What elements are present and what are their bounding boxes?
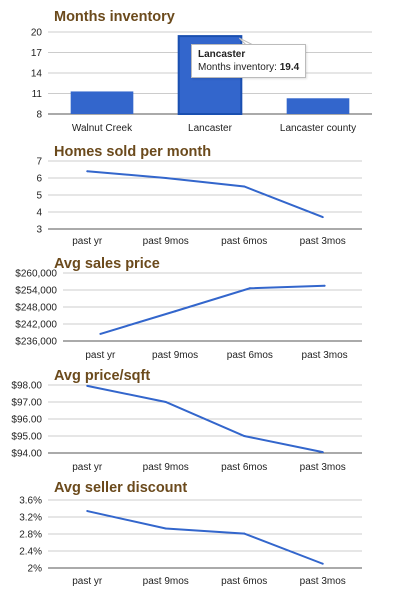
y-tick-label: 4 <box>36 208 42 219</box>
x-tick-label: past 9mos <box>143 576 189 587</box>
x-tick-label: past 9mos <box>143 462 189 473</box>
x-tick-label: Lancaster county <box>280 123 356 134</box>
series-line <box>87 510 324 565</box>
x-tick-label: past 6mos <box>221 576 267 587</box>
x-tick-label: past 6mos <box>221 462 267 473</box>
x-tick-label: Walnut Creek <box>72 123 133 134</box>
x-tick-label: past yr <box>85 350 116 361</box>
y-tick-label: $242,000 <box>15 320 57 331</box>
data-point <box>243 185 246 188</box>
data-point <box>321 216 324 219</box>
y-tick-label: 3 <box>36 225 42 236</box>
y-tick-label: 8 <box>36 110 42 121</box>
data-point <box>321 451 324 454</box>
data-point <box>164 401 167 403</box>
y-tick-label: $94.00 <box>11 449 42 460</box>
x-tick-label: past 3mos <box>300 462 346 473</box>
bar <box>286 98 350 114</box>
x-tick-label: past yr <box>72 236 103 247</box>
y-tick-label: 2% <box>28 564 43 575</box>
chart-title: Homes sold per month <box>54 144 212 160</box>
bar <box>70 91 134 114</box>
x-tick-label: past 3mos <box>300 236 346 247</box>
y-tick-label: $260,000 <box>15 269 57 280</box>
y-tick-label: 6 <box>36 174 42 185</box>
homes-sold-chart: Homes sold per month 3 4 5 6 7 past yr past 9m… <box>0 140 410 252</box>
y-tick-label: $248,000 <box>15 303 57 314</box>
data-point <box>86 384 89 387</box>
data-point <box>243 532 246 535</box>
avg-seller-discount-plot: 2% 2.4% 2.8% 3.2% 3.6% past yr past 9mos past 6… <box>19 496 362 587</box>
y-tick-label: 7 <box>36 157 42 168</box>
tooltip-label: Months inventory <box>198 62 275 73</box>
y-tick-label: 3.6% <box>19 496 42 507</box>
y-tick-label: $254,000 <box>15 286 57 297</box>
series-line <box>100 284 325 335</box>
y-tick-label: 3.2% <box>19 513 42 524</box>
data-point <box>174 310 177 313</box>
tooltip-line: Months inventory: 19.4 <box>198 62 300 73</box>
tooltip-title: Lancaster <box>198 49 246 60</box>
data-point <box>99 332 102 335</box>
x-tick-label: past yr <box>72 576 103 587</box>
chart-title: Avg price/sqft <box>54 368 151 384</box>
avg-sales-price-plot: $236,000 $242,000 $248,000 $254,000 $260,000… <box>15 269 362 361</box>
chart-tooltip: Lancaster Months inventory: 19.4 <box>191 44 307 78</box>
chart-title: Avg seller discount <box>54 480 188 496</box>
y-tick-label: $98.00 <box>11 381 42 392</box>
x-tick-label: past 6mos <box>221 236 267 247</box>
homes-sold-plot: 3 4 5 6 7 past yr past 9mos past 6mos past 3mos <box>36 157 362 247</box>
avg-sales-price-chart: Avg sales price $236,000 $242,000 $248,000… <box>0 252 410 364</box>
data-point <box>86 170 89 173</box>
y-tick-label: 2.8% <box>19 530 42 541</box>
y-tick-label: 20 <box>31 28 43 39</box>
chart-title: Months inventory <box>54 9 175 25</box>
y-tick-label: $97.00 <box>11 398 42 409</box>
y-tick-label: $95.00 <box>11 432 42 443</box>
data-point <box>86 510 89 513</box>
x-tick-label: past 9mos <box>143 236 189 247</box>
y-tick-label: $236,000 <box>15 337 57 348</box>
data-point <box>248 287 251 290</box>
x-tick-label: past 9mos <box>152 350 198 361</box>
series-line <box>87 170 324 219</box>
data-point <box>164 527 167 530</box>
months-inventory-chart: Months inventory 8 11 14 17 20 Walnut Creek La… <box>0 0 410 140</box>
x-tick-label: past 6mos <box>227 350 273 361</box>
x-tick-label: past 3mos <box>302 350 348 361</box>
x-tick-label: past 3mos <box>300 576 346 587</box>
x-tick-label: Lancaster <box>188 123 233 134</box>
avg-seller-discount-chart: Avg seller discount 2% 2.4% 2.8% 3.2% 3.6% pa… <box>0 476 410 598</box>
series-line <box>87 384 323 454</box>
y-tick-label: 17 <box>31 48 43 59</box>
avg-price-sqft-plot: $94.00 $95.00 $96.00 $97.00 $98.00 past yr pas… <box>11 381 362 473</box>
y-tick-label: $96.00 <box>11 415 42 426</box>
chart-title: Avg sales price <box>54 256 160 272</box>
data-point <box>323 284 326 287</box>
y-tick-label: 5 <box>36 191 42 202</box>
data-point <box>164 177 167 179</box>
y-tick-label: 2.4% <box>19 547 42 558</box>
tooltip-value: 19.4 <box>279 62 300 73</box>
avg-price-sqft-chart: Avg price/sqft $94.00 $95.00 $96.00 $97.00 $… <box>0 364 410 476</box>
data-point <box>321 562 324 565</box>
x-tick-label: past yr <box>72 462 103 473</box>
y-tick-label: 11 <box>32 89 43 100</box>
y-tick-label: 14 <box>31 69 43 80</box>
data-point <box>243 435 246 437</box>
